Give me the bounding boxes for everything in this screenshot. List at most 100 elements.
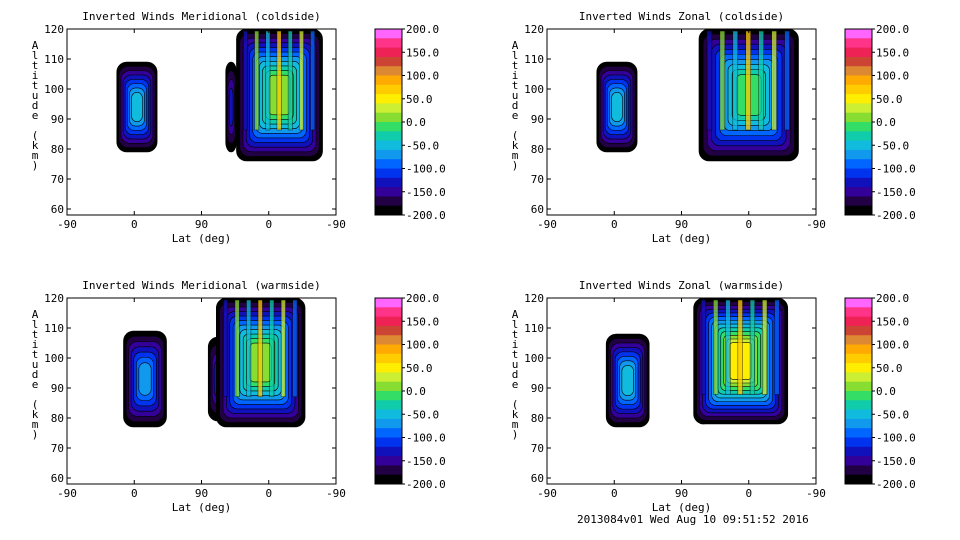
colorbar-label: 100.0 bbox=[876, 70, 909, 83]
colorbar-segment bbox=[845, 437, 872, 448]
y-tick-label: 90 bbox=[531, 113, 544, 126]
colorbar: 200.0 150.0 100.0 50.0 0.0 -50.0 -100.0 -150.0 -… bbox=[374, 23, 446, 222]
colorbar-label: -50.0 bbox=[876, 139, 909, 152]
x-tick-label: -90 bbox=[806, 218, 826, 231]
colorbar-segment bbox=[845, 122, 872, 132]
chart-title: Inverted Winds Meridional (coldside) bbox=[82, 10, 320, 23]
colorbar-segment bbox=[845, 409, 872, 420]
colorbar-segment bbox=[845, 456, 872, 466]
y-tick-label: 120 bbox=[44, 292, 64, 305]
y-tick-label: 100 bbox=[44, 352, 64, 365]
colorbar-segment bbox=[375, 446, 402, 457]
colorbar-label: 50.0 bbox=[406, 362, 433, 375]
contour-field bbox=[116, 29, 323, 162]
colorbar-label: 100.0 bbox=[406, 70, 439, 83]
colorbar-label: 200.0 bbox=[406, 23, 439, 36]
colorbar-label: 100.0 bbox=[406, 339, 439, 352]
colorbar-label: 150.0 bbox=[406, 315, 439, 328]
colorbar-segment bbox=[375, 316, 402, 327]
colorbar-label: 200.0 bbox=[406, 292, 439, 305]
y-tick-label: 60 bbox=[51, 472, 64, 485]
y-tick-label: 120 bbox=[524, 292, 544, 305]
contour-streak bbox=[310, 30, 316, 131]
contour-streak bbox=[719, 30, 726, 131]
colorbar-segment bbox=[845, 168, 872, 179]
y-tick-label: 60 bbox=[531, 472, 544, 485]
colorbar-segment bbox=[375, 205, 402, 216]
x-tick-label: 90 bbox=[675, 487, 688, 500]
colorbar-segment bbox=[375, 298, 402, 308]
colorbar-segment bbox=[845, 446, 872, 457]
contour-streak bbox=[706, 30, 713, 131]
y-tick-label: 110 bbox=[524, 322, 544, 335]
contour-band bbox=[131, 91, 143, 123]
contour-streak bbox=[749, 299, 756, 395]
colorbar-segment bbox=[845, 196, 872, 207]
x-tick-label: 0 bbox=[131, 218, 138, 231]
chart-panel-2: Inverted Winds Zonal (coldside) -90 0 90 0 -9… bbox=[512, 10, 916, 245]
contour-streak bbox=[280, 299, 286, 397]
y-tick-label: 120 bbox=[44, 23, 64, 36]
contour-streak bbox=[254, 30, 260, 131]
y-tick-label: 70 bbox=[531, 442, 544, 455]
colorbar-segment bbox=[375, 428, 402, 438]
colorbar-segment bbox=[375, 372, 402, 383]
colorbar-segment bbox=[845, 66, 872, 76]
contour-streak bbox=[257, 299, 263, 397]
colorbar-segment bbox=[375, 363, 402, 373]
colorbar-segment bbox=[375, 400, 402, 411]
contour-streak bbox=[758, 30, 764, 131]
colorbar-label: -200.0 bbox=[406, 478, 446, 491]
contour-streak bbox=[762, 299, 768, 395]
colorbar-segment bbox=[375, 84, 402, 95]
contour-streak bbox=[737, 299, 743, 395]
colorbar-segment bbox=[375, 381, 402, 392]
chart-panel-1: Inverted Winds Meridional (coldside) -90 0… bbox=[32, 10, 446, 245]
chart-title: Inverted Winds Zonal (warmside) bbox=[579, 279, 784, 292]
colorbar-segment bbox=[375, 149, 402, 160]
colorbar-label: -50.0 bbox=[406, 139, 439, 152]
contour-band bbox=[228, 87, 234, 127]
colorbar-segment bbox=[375, 177, 402, 188]
colorbar-segment bbox=[845, 316, 872, 327]
colorbar-segment bbox=[375, 437, 402, 448]
colorbar-segment bbox=[375, 196, 402, 207]
x-tick-label: 0 bbox=[611, 218, 618, 231]
y-tick-label: 70 bbox=[51, 173, 64, 186]
colorbar-segment bbox=[845, 363, 872, 373]
y-tick-label: 100 bbox=[524, 83, 544, 96]
colorbar-segment bbox=[375, 418, 402, 429]
contour-streak bbox=[784, 30, 790, 131]
x-tick-label: 0 bbox=[265, 218, 272, 231]
colorbar-segment bbox=[845, 391, 872, 401]
colorbar-segment bbox=[375, 325, 402, 336]
x-tick-label: -90 bbox=[537, 487, 557, 500]
colorbar-segment bbox=[845, 140, 872, 151]
colorbar-segment bbox=[375, 409, 402, 420]
y-tick-label: 80 bbox=[531, 412, 544, 425]
colorbar-segment bbox=[375, 187, 402, 197]
x-axis-label: Lat (deg) bbox=[652, 232, 712, 245]
colorbar-label: 150.0 bbox=[876, 315, 909, 328]
colorbar-segment bbox=[375, 391, 402, 401]
chart-title: Inverted Winds Meridional (warmside) bbox=[82, 279, 320, 292]
colorbar-segment bbox=[845, 159, 872, 169]
y-tick-label: 80 bbox=[51, 412, 64, 425]
contour-streak bbox=[223, 299, 229, 397]
colorbar-segment bbox=[845, 381, 872, 392]
colorbar-segment bbox=[845, 418, 872, 429]
colorbar-label: 100.0 bbox=[876, 339, 909, 352]
contour-streak bbox=[265, 30, 271, 131]
colorbar-label: 0.0 bbox=[876, 116, 896, 129]
x-tick-label: 90 bbox=[675, 218, 688, 231]
colorbar-label: -100.0 bbox=[406, 432, 446, 445]
x-tick-label: 0 bbox=[745, 218, 752, 231]
colorbar-segment bbox=[375, 103, 402, 114]
colorbar-label: -150.0 bbox=[406, 186, 446, 199]
x-tick-label: 0 bbox=[611, 487, 618, 500]
colorbar-label: -100.0 bbox=[406, 163, 446, 176]
colorbar-segment bbox=[375, 29, 402, 39]
